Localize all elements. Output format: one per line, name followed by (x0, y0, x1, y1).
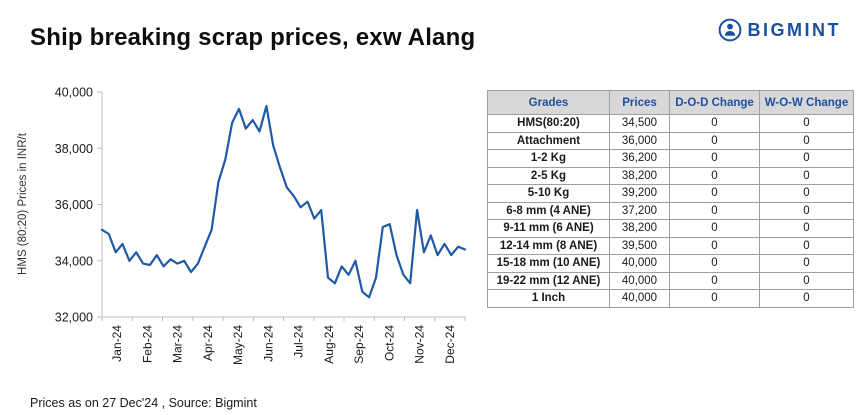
dod-change-cell: 0 (669, 166, 760, 185)
bigmint-logo-icon (718, 18, 741, 42)
price-line-chart: 32,000 34,000 36,000 38,000 40,000 Jan-24 Feb-… (17, 86, 467, 365)
dod-change-cell: 0 (669, 201, 760, 220)
table-row: 12-14 mm (8 ANE) 39,500 0 0 (487, 236, 854, 255)
source-note: Prices as on 27 Dec'24 , Source: Bigmint (30, 396, 257, 410)
svg-text:32,000: 32,000 (55, 311, 93, 325)
svg-text:Jun-24: Jun-24 (261, 325, 275, 362)
grade-cell: 12-14 mm (8 ANE) (487, 236, 610, 255)
table-row: 1-2 Kg 36,200 0 0 (487, 149, 854, 168)
table-row: 6-8 mm (4 ANE) 37,200 0 0 (487, 201, 854, 220)
page-title: Ship breaking scrap prices, exw Alang (30, 24, 476, 51)
svg-text:Feb-24: Feb-24 (140, 325, 154, 363)
dod-change-cell: 0 (669, 114, 760, 133)
svg-text:Sep-24: Sep-24 (352, 325, 366, 364)
price-cell: 40,000 (609, 271, 670, 290)
dod-change-cell: 0 (669, 149, 760, 168)
price-cell: 36,000 (609, 131, 670, 150)
plot-area: 32,000 34,000 36,000 38,000 40,000 Jan-24 Feb-… (55, 86, 467, 365)
col-header-3: W-O-W Change (759, 90, 854, 115)
table-row: 15-18 mm (10 ANE) 40,000 0 0 (487, 254, 854, 273)
dod-change-cell: 0 (669, 289, 760, 308)
grade-cell: HMS(80:20) (487, 114, 610, 133)
table-row: Attachment 36,000 0 0 (487, 131, 854, 150)
bigmint-logo: BIGMINT (718, 18, 842, 42)
grade-cell: 15-18 mm (10 ANE) (487, 254, 610, 273)
table-body: HMS(80:20) 34,500 0 0 Attachment 36,000 0 0 1-2 … (487, 114, 854, 308)
price-cell: 38,200 (609, 166, 670, 185)
price-cell: 40,000 (609, 289, 670, 308)
table-row: 9-11 mm (6 ANE) 38,200 0 0 (487, 219, 854, 238)
wow-change-cell: 0 (759, 289, 854, 308)
svg-text:Oct-24: Oct-24 (382, 325, 396, 361)
price-chart: 32,000 34,000 36,000 38,000 40,000 Jan-24 Feb-… (12, 80, 477, 385)
svg-text:38,000: 38,000 (55, 142, 93, 156)
dod-change-cell: 0 (669, 236, 760, 255)
col-header-0: Grades (487, 90, 610, 115)
grade-cell: 5-10 Kg (487, 184, 610, 203)
svg-text:Jul-24: Jul-24 (292, 325, 306, 358)
prices-table: Grades Prices D-O-D Change W-O-W Change HMS… (487, 90, 854, 308)
col-header-1: Prices (609, 90, 670, 115)
price-cell: 39,200 (609, 184, 670, 203)
table-row: 2-5 Kg 38,200 0 0 (487, 166, 854, 185)
dod-change-cell: 0 (669, 254, 760, 273)
grade-cell: Attachment (487, 131, 610, 150)
svg-text:May-24: May-24 (231, 325, 245, 365)
table-row: HMS(80:20) 34,500 0 0 (487, 114, 854, 133)
dod-change-cell: 0 (669, 184, 760, 203)
table-header-row: Grades Prices D-O-D Change W-O-W Change (487, 90, 854, 115)
svg-text:36,000: 36,000 (55, 198, 93, 212)
svg-text:Mar-24: Mar-24 (171, 325, 185, 363)
grade-cell: 2-5 Kg (487, 166, 610, 185)
price-cell: 38,200 (609, 219, 670, 238)
table-row: 19-22 mm (12 ANE) 40,000 0 0 (487, 271, 854, 290)
dod-change-cell: 0 (669, 219, 760, 238)
grade-cell: 6-8 mm (4 ANE) (487, 201, 610, 220)
bigmint-logo-text: BIGMINT (747, 19, 841, 40)
wow-change-cell: 0 (759, 201, 854, 220)
price-cell: 37,200 (609, 201, 670, 220)
svg-text:40,000: 40,000 (55, 86, 93, 100)
wow-change-cell: 0 (759, 114, 854, 133)
table-row: 5-10 Kg 39,200 0 0 (487, 184, 854, 203)
svg-text:Dec-24: Dec-24 (443, 325, 457, 364)
wow-change-cell: 0 (759, 236, 854, 255)
wow-change-cell: 0 (759, 254, 854, 273)
grade-cell: 1 Inch (487, 289, 610, 308)
price-cell: 36,200 (609, 149, 670, 168)
wow-change-cell: 0 (759, 166, 854, 185)
dod-change-cell: 0 (669, 271, 760, 290)
table-head: Grades Prices D-O-D Change W-O-W Change (487, 90, 854, 115)
wow-change-cell: 0 (759, 184, 854, 203)
svg-text:34,000: 34,000 (55, 254, 93, 268)
price-cell: 40,000 (609, 254, 670, 273)
price-cell: 34,500 (609, 114, 670, 133)
svg-text:Apr-24: Apr-24 (201, 325, 215, 361)
wow-change-cell: 0 (759, 131, 854, 150)
grade-cell: 1-2 Kg (487, 149, 610, 168)
dod-change-cell: 0 (669, 131, 760, 150)
svg-text:Nov-24: Nov-24 (413, 325, 427, 364)
price-cell: 39,500 (609, 236, 670, 255)
grade-cell: 9-11 mm (6 ANE) (487, 219, 610, 238)
table-row: 1 Inch 40,000 0 0 (487, 289, 854, 308)
y-axis-title: HMS (80:20) Prices in INR/t (17, 132, 29, 275)
col-header-2: D-O-D Change (669, 90, 760, 115)
svg-text:Aug-24: Aug-24 (322, 325, 336, 364)
wow-change-cell: 0 (759, 219, 854, 238)
wow-change-cell: 0 (759, 271, 854, 290)
svg-text:Jan-24: Jan-24 (110, 325, 124, 362)
grade-cell: 19-22 mm (12 ANE) (487, 271, 610, 290)
wow-change-cell: 0 (759, 149, 854, 168)
